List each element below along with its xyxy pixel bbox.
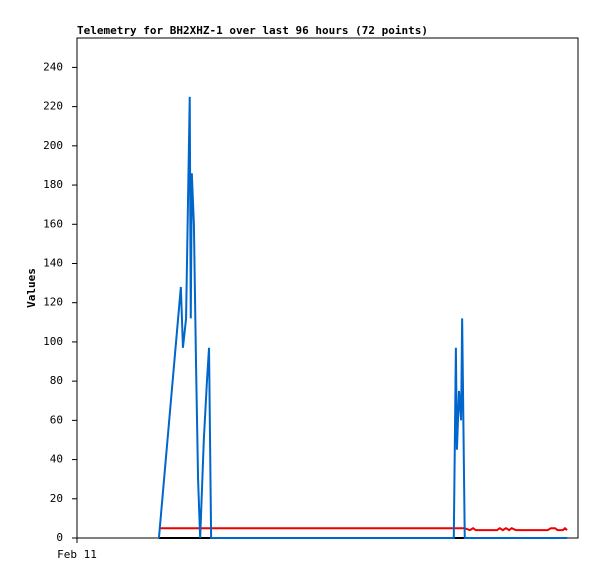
series-line: [158, 526, 568, 532]
y-tick-label: 20: [50, 492, 63, 505]
y-tick-label: 220: [43, 100, 63, 113]
y-tick-label: 140: [43, 256, 63, 269]
y-tick-label: 160: [43, 217, 63, 230]
y-tick-label: 100: [43, 335, 63, 348]
y-tick-label: 200: [43, 139, 63, 152]
y-tick-label: 240: [43, 60, 63, 73]
y-tick-label: 80: [50, 374, 63, 387]
x-tick-label: Feb 11: [57, 548, 97, 561]
y-tick-label: 120: [43, 296, 63, 309]
y-tick-label: 60: [50, 413, 63, 426]
y-axis-label: Values: [25, 268, 38, 308]
plot-frame: [76, 37, 579, 539]
series-line: [157, 96, 568, 539]
y-tick-label: 0: [56, 531, 63, 544]
y-tick-label: 40: [50, 453, 63, 466]
chart-title: Telemetry for BH2XHZ-1 over last 96 hour…: [77, 24, 428, 37]
y-tick-label: 180: [43, 178, 63, 191]
